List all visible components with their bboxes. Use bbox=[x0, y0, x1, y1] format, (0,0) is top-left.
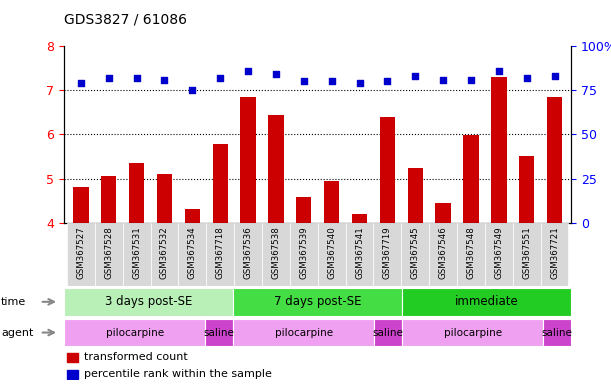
Bar bbox=[401, 223, 429, 286]
Point bbox=[271, 71, 281, 78]
Text: GSM367539: GSM367539 bbox=[299, 226, 309, 278]
Text: GSM367719: GSM367719 bbox=[383, 226, 392, 278]
Text: GDS3827 / 61086: GDS3827 / 61086 bbox=[64, 13, 187, 27]
Bar bbox=[240, 97, 256, 223]
Bar bbox=[233, 319, 374, 346]
Text: GSM367546: GSM367546 bbox=[439, 226, 448, 279]
Text: saline: saline bbox=[203, 328, 235, 338]
Text: agent: agent bbox=[1, 328, 34, 338]
Point bbox=[411, 73, 420, 79]
Bar bbox=[233, 288, 402, 316]
Text: 7 days post-SE: 7 days post-SE bbox=[274, 295, 362, 308]
Text: GSM367536: GSM367536 bbox=[244, 226, 252, 279]
Text: GSM367538: GSM367538 bbox=[271, 226, 280, 279]
Bar bbox=[213, 144, 228, 223]
Bar bbox=[73, 187, 89, 223]
Bar bbox=[318, 223, 346, 286]
Bar bbox=[374, 319, 402, 346]
Text: GSM367540: GSM367540 bbox=[327, 226, 336, 279]
Bar bbox=[402, 319, 543, 346]
Point bbox=[354, 80, 364, 86]
Text: GSM367545: GSM367545 bbox=[411, 226, 420, 279]
Text: time: time bbox=[1, 297, 26, 307]
Point bbox=[327, 78, 337, 84]
Bar bbox=[64, 288, 233, 316]
Bar bbox=[67, 353, 78, 362]
Point bbox=[466, 76, 476, 83]
Text: saline: saline bbox=[542, 328, 573, 338]
Bar bbox=[346, 223, 373, 286]
Text: GSM367532: GSM367532 bbox=[160, 226, 169, 279]
Bar bbox=[207, 223, 234, 286]
Bar bbox=[513, 223, 541, 286]
Point bbox=[550, 73, 560, 79]
Point bbox=[104, 75, 114, 81]
Bar bbox=[543, 319, 571, 346]
Bar bbox=[373, 223, 401, 286]
Bar bbox=[519, 156, 535, 223]
Bar bbox=[352, 214, 367, 223]
Bar bbox=[123, 223, 150, 286]
Bar bbox=[379, 117, 395, 223]
Text: percentile rank within the sample: percentile rank within the sample bbox=[84, 369, 271, 379]
Text: GSM367718: GSM367718 bbox=[216, 226, 225, 279]
Point bbox=[522, 75, 532, 81]
Bar bbox=[485, 223, 513, 286]
Bar bbox=[129, 163, 144, 223]
Bar bbox=[95, 223, 123, 286]
Point bbox=[299, 78, 309, 84]
Text: pilocarpine: pilocarpine bbox=[444, 328, 502, 338]
Text: GSM367541: GSM367541 bbox=[355, 226, 364, 279]
Point bbox=[76, 80, 86, 86]
Bar bbox=[436, 203, 451, 223]
Text: GSM367531: GSM367531 bbox=[132, 226, 141, 279]
Bar bbox=[64, 319, 205, 346]
Text: GSM367551: GSM367551 bbox=[522, 226, 531, 279]
Bar bbox=[547, 97, 562, 223]
Bar bbox=[150, 223, 178, 286]
Bar bbox=[268, 114, 284, 223]
Bar bbox=[541, 223, 568, 286]
Bar bbox=[491, 77, 507, 223]
Text: transformed count: transformed count bbox=[84, 353, 188, 362]
Text: GSM367534: GSM367534 bbox=[188, 226, 197, 279]
Point bbox=[159, 76, 169, 83]
Bar bbox=[408, 167, 423, 223]
Text: GSM367548: GSM367548 bbox=[466, 226, 475, 279]
Bar bbox=[429, 223, 457, 286]
Bar bbox=[296, 197, 312, 223]
Text: GSM367528: GSM367528 bbox=[104, 226, 113, 279]
Bar bbox=[101, 176, 117, 223]
Bar bbox=[67, 223, 95, 286]
Bar bbox=[290, 223, 318, 286]
Text: GSM367549: GSM367549 bbox=[494, 226, 503, 278]
Point bbox=[132, 75, 142, 81]
Bar bbox=[205, 319, 233, 346]
Text: 3 days post-SE: 3 days post-SE bbox=[105, 295, 192, 308]
Text: pilocarpine: pilocarpine bbox=[106, 328, 164, 338]
Text: GSM367721: GSM367721 bbox=[550, 226, 559, 279]
Bar bbox=[67, 370, 78, 379]
Bar bbox=[234, 223, 262, 286]
Point bbox=[438, 76, 448, 83]
Bar bbox=[463, 135, 478, 223]
Point bbox=[382, 78, 392, 84]
Text: pilocarpine: pilocarpine bbox=[274, 328, 333, 338]
Bar bbox=[324, 181, 339, 223]
Text: GSM367527: GSM367527 bbox=[76, 226, 86, 279]
Bar bbox=[178, 223, 207, 286]
Text: saline: saline bbox=[373, 328, 404, 338]
Bar bbox=[157, 174, 172, 223]
Bar bbox=[457, 223, 485, 286]
Point bbox=[494, 68, 503, 74]
Point bbox=[243, 68, 253, 74]
Bar bbox=[402, 288, 571, 316]
Bar bbox=[185, 210, 200, 223]
Text: immediate: immediate bbox=[455, 295, 519, 308]
Bar bbox=[262, 223, 290, 286]
Point bbox=[188, 87, 197, 93]
Point bbox=[215, 75, 225, 81]
